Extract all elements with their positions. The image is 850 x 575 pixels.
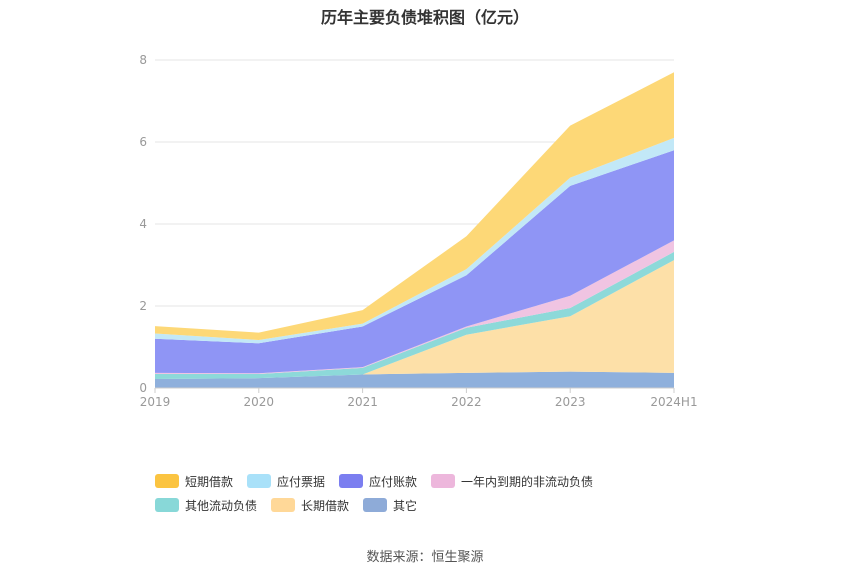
area-应付票据 — [155, 137, 674, 344]
y-tick-label: 2 — [139, 299, 147, 313]
legend-label: 其他流动负债 — [185, 498, 258, 513]
y-tick-label: 0 — [139, 381, 147, 395]
legend-label: 其它 — [393, 498, 418, 513]
legend-swatch — [247, 474, 272, 488]
y-tick-label: 8 — [139, 53, 147, 67]
x-tick-label: 2024H1 — [650, 395, 697, 409]
legend-swatch — [155, 498, 179, 512]
legend-label: 长期借款 — [301, 498, 350, 513]
legend-item[interactable]: 一年内到期的非流动负债 — [431, 472, 593, 490]
x-tick-label: 2021 — [347, 395, 378, 409]
y-tick-label: 6 — [139, 135, 147, 149]
x-tick-label: 2019 — [140, 395, 171, 409]
data-source: 数据来源：恒生聚源 — [366, 550, 484, 565]
legend-swatch — [431, 474, 456, 488]
x-tick-label: 2023 — [555, 395, 586, 409]
legend: 短期借款 应付票据 应付账款 一年内到期的非流动负债其他流动负债 长期借款 其它 — [155, 472, 715, 514]
legend-item[interactable]: 其他流动负债 — [155, 496, 257, 514]
x-tick-label: 2020 — [244, 395, 275, 409]
area-长期借款 — [155, 260, 674, 379]
legend-label: 应付票据 — [277, 474, 326, 489]
legend-item[interactable]: 长期借款 — [271, 496, 349, 514]
legend-item[interactable]: 其它 — [363, 496, 417, 514]
legend-item[interactable]: 短期借款 — [155, 472, 233, 490]
legend-label: 短期借款 — [185, 474, 234, 489]
legend-swatch — [363, 498, 388, 512]
area-应付账款 — [155, 150, 674, 374]
area-短期借款 — [155, 72, 674, 341]
legend-item[interactable]: 应付票据 — [247, 472, 325, 490]
area-其他流动负债 — [155, 251, 674, 379]
chart-title: 历年主要负债堆积图（亿元） — [320, 8, 529, 27]
legend-item[interactable]: 应付账款 — [339, 472, 417, 490]
y-tick-label: 4 — [139, 217, 147, 231]
area-一年内到期的非流动负债 — [155, 240, 674, 375]
axes: 0 2 4 6 8 2019 2020 2021 2022 2023 2024H1 — [139, 53, 697, 409]
area-其它 — [155, 371, 674, 388]
area-series — [155, 72, 674, 388]
legend-label: 一年内到期的非流动负债 — [461, 474, 594, 489]
x-tick-label: 2022 — [451, 395, 482, 409]
legend-swatch — [339, 474, 364, 488]
legend-label: 应付账款 — [369, 474, 418, 489]
legend-swatch — [271, 498, 296, 512]
legend-swatch — [155, 474, 179, 488]
